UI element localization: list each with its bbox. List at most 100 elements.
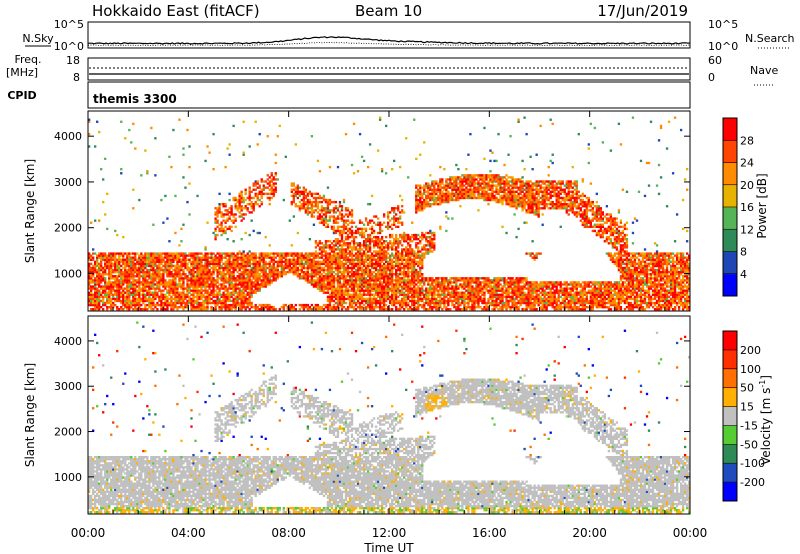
range-gate-cell <box>380 235 384 239</box>
range-gate-cell <box>435 289 438 292</box>
range-gate-cell <box>401 303 404 307</box>
range-gate-cell <box>405 238 408 241</box>
range-gate-cell <box>368 246 372 249</box>
range-gate-cell <box>170 262 173 266</box>
range-gate-cell <box>234 264 237 268</box>
range-gate-cell <box>202 266 205 270</box>
range-gate-cell <box>354 242 358 245</box>
range-gate-cell <box>162 285 165 288</box>
range-gate-cell <box>364 283 368 286</box>
range-gate-cell <box>212 295 215 299</box>
range-gate-cell <box>378 281 382 284</box>
range-gate-cell <box>244 277 247 280</box>
range-gate-cell <box>366 254 370 257</box>
range-gate-cell <box>226 273 229 276</box>
range-gate-cell <box>374 277 378 280</box>
range-gate-cell <box>364 293 368 296</box>
range-gate-cell <box>403 293 406 296</box>
range-gate-cell <box>256 262 259 266</box>
range-gate-cell <box>180 227 183 231</box>
range-gate-cell <box>294 186 297 189</box>
range-gate-cell <box>340 246 344 249</box>
range-gate-cell <box>294 308 297 311</box>
range-gate-cell <box>108 270 111 274</box>
range-gate-cell <box>364 266 368 270</box>
range-gate-cell <box>336 262 340 266</box>
range-gate-cell <box>306 207 310 210</box>
range-gate-cell <box>198 289 201 292</box>
range-gate-cell <box>88 303 91 307</box>
range-gate-cell <box>298 252 302 255</box>
range-gate-cell <box>256 270 259 274</box>
range-gate-cell <box>312 285 316 288</box>
range-gate-cell <box>254 289 257 292</box>
range-gate-cell <box>378 308 382 311</box>
range-gate-cell <box>230 277 233 280</box>
range-gate-cell <box>198 285 201 288</box>
range-gate-cell <box>429 299 432 303</box>
range-gate-cell <box>401 244 404 247</box>
range-gate-cell <box>393 209 396 212</box>
range-gate-cell <box>312 260 316 264</box>
range-gate-cell <box>294 205 297 208</box>
range-gate-cell <box>417 250 420 253</box>
range-gate-cell <box>272 194 275 198</box>
range-gate-cell <box>346 223 350 226</box>
range-gate-cell <box>352 244 356 247</box>
range-gate-cell <box>284 252 287 255</box>
range-gate-cell <box>364 260 368 264</box>
range-gate-cell <box>166 262 169 266</box>
range-gate-cell <box>344 285 348 288</box>
range-gate-cell <box>376 291 380 294</box>
range-gate-cell <box>336 291 340 294</box>
range-gate-cell <box>202 308 205 311</box>
range-gate-cell <box>200 279 203 282</box>
range-gate-cell <box>306 205 310 208</box>
range-gate-cell <box>128 277 131 280</box>
range-gate-cell <box>204 301 207 305</box>
range-gate-cell <box>326 285 330 288</box>
range-gate-cell <box>246 273 249 276</box>
range-gate-cell <box>300 305 304 309</box>
range-gate-cell <box>232 254 235 257</box>
range-gate-cell <box>122 301 125 305</box>
range-gate-cell <box>364 227 368 231</box>
range-gate-cell <box>272 258 275 261</box>
range-gate-cell <box>162 297 165 301</box>
range-gate-cell <box>160 299 163 303</box>
range-gate-cell <box>134 275 137 278</box>
range-gate-cell <box>298 207 302 210</box>
range-gate-cell <box>148 299 151 303</box>
range-gate-cell <box>236 252 239 255</box>
range-gate-cell <box>174 305 177 309</box>
range-gate-cell <box>324 225 328 229</box>
range-gate-cell <box>318 275 322 278</box>
range-gate-cell <box>196 305 199 309</box>
range-gate-cell <box>342 264 346 268</box>
range-gate-cell <box>330 305 334 309</box>
range-gate-cell <box>421 238 424 241</box>
range-gate-cell <box>290 270 293 274</box>
range-gate-cell <box>380 305 384 309</box>
range-gate-cell <box>409 244 412 247</box>
range-gate-cell <box>88 297 91 301</box>
range-gate-cell <box>238 303 241 307</box>
range-gate-cell <box>266 308 269 311</box>
range-gate-cell <box>212 289 215 292</box>
range-gate-cell <box>138 258 141 261</box>
range-gate-cell <box>272 268 275 272</box>
range-gate-cell <box>372 242 376 245</box>
range-gate-cell <box>222 287 225 290</box>
range-gate-cell <box>108 268 111 272</box>
range-gate-cell <box>366 248 370 251</box>
range-gate-cell <box>409 256 412 259</box>
range-gate-cell <box>344 209 348 212</box>
range-gate-cell <box>380 266 384 270</box>
range-gate-cell <box>254 180 257 183</box>
range-gate-cell <box>427 182 430 185</box>
range-gate-cell <box>216 281 219 284</box>
range-gate-cell <box>306 268 310 272</box>
range-gate-cell <box>200 256 203 259</box>
range-gate-cell <box>429 188 432 191</box>
range-gate-cell <box>409 246 412 249</box>
